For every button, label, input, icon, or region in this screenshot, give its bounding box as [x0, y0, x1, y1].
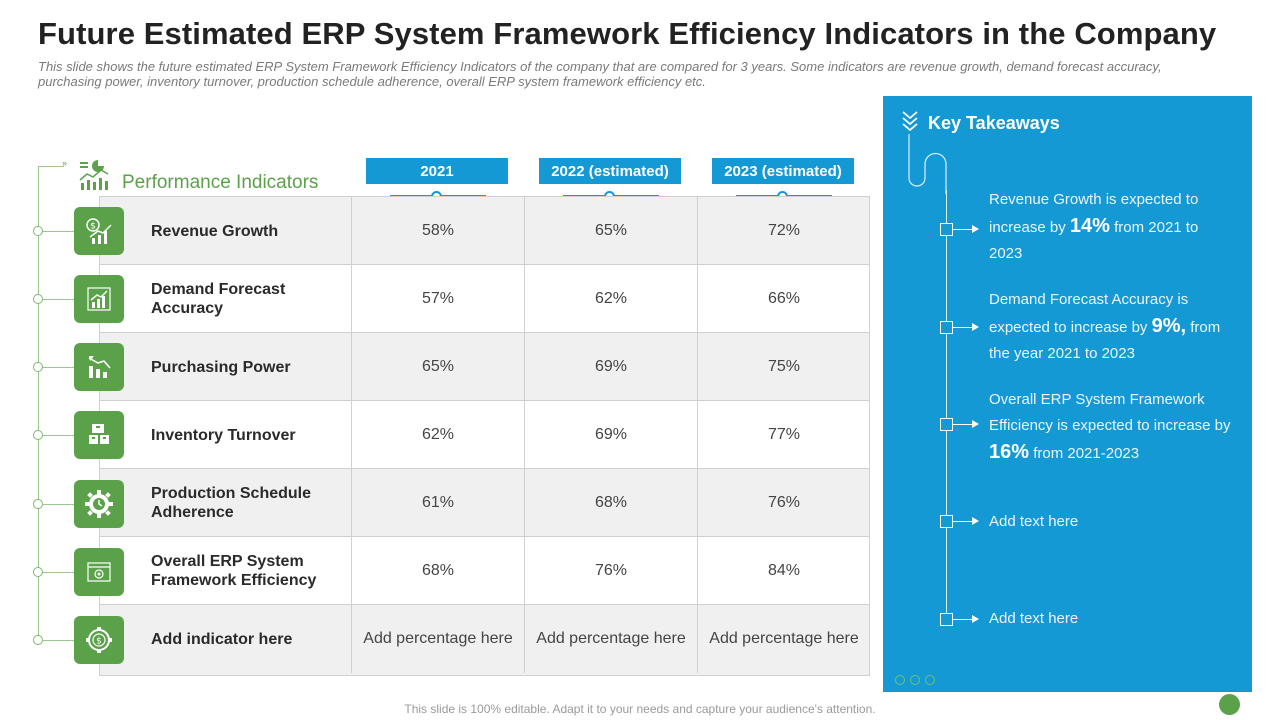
takeaway-marker: [940, 223, 953, 236]
table-row: Production Schedule Adherence 61% 68% 76…: [100, 469, 869, 537]
tree-branch: [43, 504, 77, 505]
bar-chart-growth-icon: [74, 275, 124, 323]
indicator-name: Purchasing Power: [151, 358, 291, 376]
analytics-icon: [79, 160, 109, 190]
gear-dollar-icon: $: [74, 616, 124, 664]
takeaway-item: Demand Forecast Accuracy is expected to …: [989, 291, 1221, 362]
takeaway-marker: [940, 613, 953, 626]
value-2022: 69%: [524, 401, 697, 469]
tree-branch: [43, 435, 77, 436]
decline-chart-icon: [74, 343, 124, 391]
value-2023: 76%: [697, 469, 870, 537]
tree-connector: [38, 166, 64, 167]
value-2022: 65%: [524, 197, 697, 265]
takeaway-marker: [940, 418, 953, 431]
column-header-2021: 2021: [366, 158, 508, 188]
value-2022: 68%: [524, 469, 697, 537]
value-2023: 75%: [697, 333, 870, 401]
indicator-table: Revenue Growth 58% 65% 72% Demand Foreca…: [99, 196, 870, 676]
tree-node: [33, 294, 43, 304]
tree-node: [33, 499, 43, 509]
tree-node: [33, 635, 43, 645]
slide-title: Future Estimated ERP System Framework Ef…: [38, 16, 1217, 51]
value-2023: 72%: [697, 197, 870, 265]
value-2021: 57%: [351, 265, 524, 333]
takeaway-item: Overall ERP System Framework Efficiency …: [989, 391, 1231, 463]
value-2021: Add percentage here: [351, 605, 524, 673]
footer-note: This slide is 100% editable. Adapt it to…: [404, 702, 876, 716]
value-2023: 77%: [697, 401, 870, 469]
boxes-icon: [74, 411, 124, 459]
tree-line: [38, 166, 39, 642]
arrow-right-icon: [953, 420, 979, 428]
performance-indicators-header: ›› Performance Indicators: [62, 156, 352, 196]
takeaway-item: Add text here: [989, 610, 1079, 627]
indicator-name: Inventory Turnover: [151, 426, 296, 444]
slide-subtitle: This slide shows the future estimated ER…: [38, 59, 1162, 89]
key-takeaways-title: Key Takeaways: [928, 113, 1060, 133]
value-2021: 65%: [351, 333, 524, 401]
arrow-dots-icon: ››: [62, 158, 67, 168]
tree-node: [33, 226, 43, 236]
indicator-name: Production Schedule Adherence: [151, 485, 312, 521]
table-row: Add indicator here Add percentage here A…: [100, 605, 869, 675]
arrow-right-icon: [953, 323, 979, 331]
tree-branch: [43, 640, 77, 641]
takeaway-marker: [940, 515, 953, 528]
value-2021: 62%: [351, 401, 524, 469]
value-2022: 69%: [524, 333, 697, 401]
table-row: Inventory Turnover 62% 69% 77%: [100, 401, 869, 469]
gear-clock-icon: [74, 480, 124, 528]
tree-branch: [43, 572, 77, 573]
table-row: Purchasing Power 65% 69% 75%: [100, 333, 869, 401]
value-2023: 66%: [697, 265, 870, 333]
value-2023: Add percentage here: [697, 605, 870, 673]
column-header-2022: 2022 (estimated): [539, 158, 681, 188]
connector-curve: [908, 134, 947, 194]
value-2023: 84%: [697, 537, 870, 605]
key-takeaways-panel: [883, 96, 1252, 692]
table-row: Overall ERP System Framework Efficiency …: [100, 537, 869, 605]
tree-branch: [43, 299, 77, 300]
performance-indicators-label: Performance Indicators: [122, 172, 319, 193]
value-2022: 76%: [524, 537, 697, 605]
table-row: Revenue Growth 58% 65% 72%: [100, 197, 869, 265]
indicator-name: Add indicator here: [151, 630, 293, 648]
tree-node: [33, 362, 43, 372]
decor-dot: [925, 675, 935, 685]
tree-node: [33, 430, 43, 440]
arrow-right-icon: [953, 615, 979, 623]
value-2021: 61%: [351, 469, 524, 537]
value-2022: Add percentage here: [524, 605, 697, 673]
chevron-down-icon: [902, 111, 918, 132]
table-row: Demand Forecast Accuracy 57% 62% 66%: [100, 265, 869, 333]
indicator-name: Demand Forecast Accuracy: [151, 281, 286, 317]
tree-branch: [43, 367, 77, 368]
svg-text:$: $: [96, 637, 102, 647]
decor-dot: [895, 675, 905, 685]
browser-window-icon: [74, 548, 124, 596]
takeaway-item: Add text here: [989, 513, 1079, 530]
value-2022: 62%: [524, 265, 697, 333]
arrow-right-icon: [953, 517, 979, 525]
green-dot: [1219, 694, 1240, 715]
indicator-name: Revenue Growth: [151, 222, 279, 240]
decor-dot: [910, 675, 920, 685]
takeaway-item: Revenue Growth is expected to increase b…: [989, 191, 1199, 262]
takeaways-line: [946, 190, 947, 620]
tree-branch: [43, 231, 77, 232]
value-2021: 58%: [351, 197, 524, 265]
svg-text:$: $: [90, 222, 96, 232]
value-2021: 68%: [351, 537, 524, 605]
revenue-chart-icon: $: [74, 207, 124, 255]
arrow-right-icon: [953, 225, 979, 233]
tree-node: [33, 567, 43, 577]
column-header-2023: 2023 (estimated): [712, 158, 854, 188]
takeaway-marker: [940, 321, 953, 334]
indicator-name: Overall ERP System Framework Efficiency: [151, 553, 317, 589]
